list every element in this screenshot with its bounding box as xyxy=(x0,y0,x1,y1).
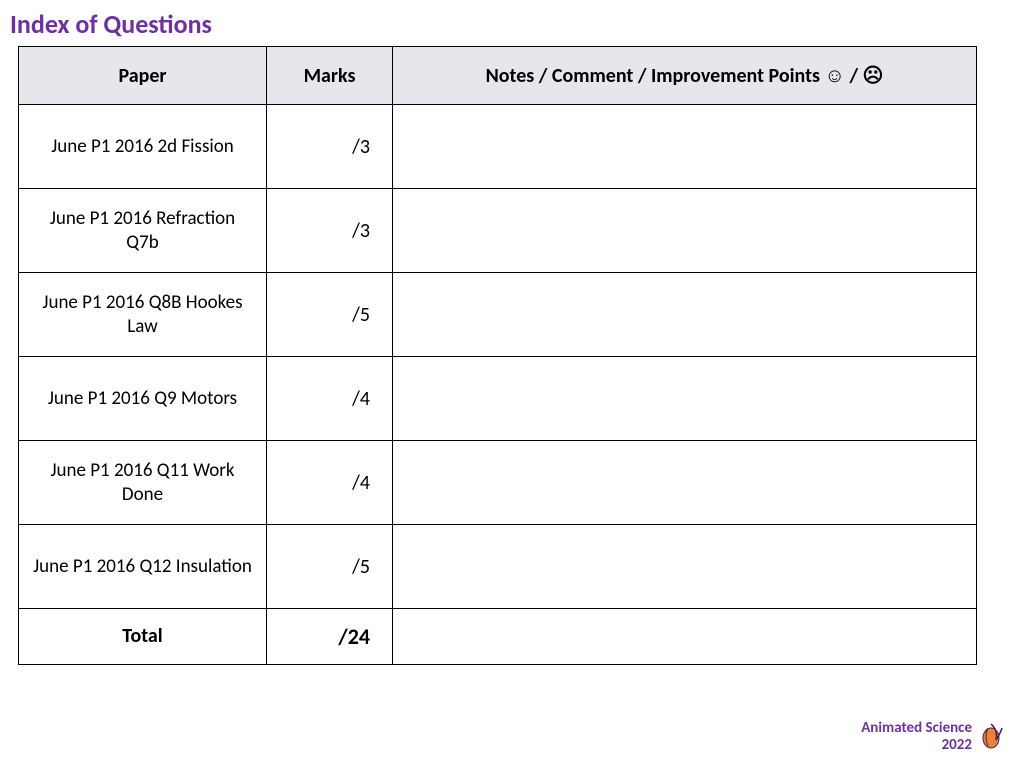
paper-cell: June P1 2016 Q8B Hookes Law xyxy=(19,273,267,357)
paper-cell: June P1 2016 Q12 Insulation xyxy=(19,525,267,609)
table-row: June P1 2016 Q9 Motors /4 xyxy=(19,357,977,441)
table-row: June P1 2016 Q12 Insulation /5 xyxy=(19,525,977,609)
table-row: June P1 2016 Q8B Hookes Law /5 xyxy=(19,273,977,357)
marks-cell: /3 xyxy=(267,105,393,189)
footer-year: 2022 xyxy=(861,737,972,754)
footer: Animated Science 2022 xyxy=(861,720,1006,755)
total-label: Total xyxy=(19,609,267,665)
questions-table-container: Paper Marks Notes / Comment / Improvemen… xyxy=(0,46,1024,665)
header-paper: Paper xyxy=(19,47,267,105)
notes-cell[interactable] xyxy=(393,105,977,189)
paper-cell: June P1 2016 Q9 Motors xyxy=(19,357,267,441)
footer-brand: Animated Science xyxy=(861,720,972,737)
header-notes: Notes / Comment / Improvement Points ☺ /… xyxy=(393,47,977,105)
paper-cell: June P1 2016 2d Fission xyxy=(19,105,267,189)
paper-cell: June P1 2016 Q11 Work Done xyxy=(19,441,267,525)
paper-cell: June P1 2016 Refraction Q7b xyxy=(19,189,267,273)
questions-table: Paper Marks Notes / Comment / Improvemen… xyxy=(18,46,977,665)
notes-cell[interactable] xyxy=(393,441,977,525)
table-row: June P1 2016 Q11 Work Done /4 xyxy=(19,441,977,525)
brand-logo-icon xyxy=(978,722,1006,752)
table-row: June P1 2016 2d Fission /3 xyxy=(19,105,977,189)
total-notes xyxy=(393,609,977,665)
notes-cell[interactable] xyxy=(393,357,977,441)
marks-cell: /3 xyxy=(267,189,393,273)
page-title: Index of Questions xyxy=(0,0,1024,46)
notes-cell[interactable] xyxy=(393,189,977,273)
marks-cell: /4 xyxy=(267,357,393,441)
table-total-row: Total /24 xyxy=(19,609,977,665)
notes-cell[interactable] xyxy=(393,273,977,357)
notes-cell[interactable] xyxy=(393,525,977,609)
marks-cell: /4 xyxy=(267,441,393,525)
total-marks: /24 xyxy=(267,609,393,665)
footer-text: Animated Science 2022 xyxy=(861,720,972,755)
table-row: June P1 2016 Refraction Q7b /3 xyxy=(19,189,977,273)
marks-cell: /5 xyxy=(267,273,393,357)
header-marks: Marks xyxy=(267,47,393,105)
table-header-row: Paper Marks Notes / Comment / Improvemen… xyxy=(19,47,977,105)
marks-cell: /5 xyxy=(267,525,393,609)
